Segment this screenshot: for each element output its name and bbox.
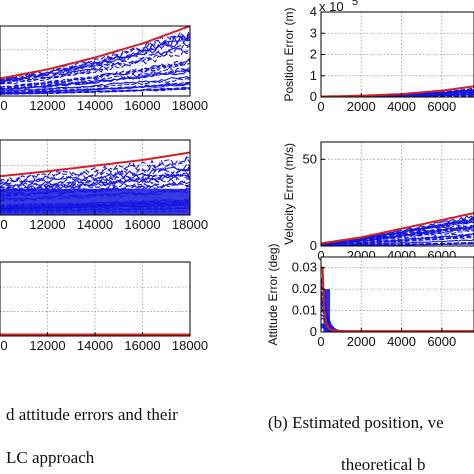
x-tick-label: 0 [317,99,324,114]
estimate-trace [0,62,191,88]
x-tick-label: 4000 [387,99,416,114]
estimate-trace [0,172,191,192]
x-tick-label: 14000 [77,217,113,232]
y-tick-label: 2 [310,47,317,62]
x-tick-label: 2000 [347,99,376,114]
x-tick-label: 16000 [124,338,160,353]
y-axis-label: Attitude Error (deg) [266,243,280,345]
axes-frame [320,256,474,333]
y-tick-label: 4 [310,4,317,19]
estimate-trace [0,82,191,94]
theoretical-bound-line [320,85,474,98]
x-tick-label: 18000 [172,338,208,353]
estimate-trace [0,156,191,185]
estimate-dense-band [0,188,190,215]
chart-panel-left-middle: 12000 14000 16000 18000 0 [0,139,208,232]
y-tick-label: 0 [310,324,317,339]
x-tick-label: 6000 [427,334,456,349]
estimate-trace [0,41,191,84]
x-tick-label: 18000 [172,217,208,232]
estimate-trace [0,75,191,92]
x-tick-label: 4000 [387,334,416,349]
theoretical-bound-line [0,25,191,80]
y-axis-multiplier-exponent: 5 [352,0,358,8]
theoretical-bound-line [321,266,474,333]
estimate-dense-band [323,289,331,332]
estimate-trace [0,32,191,82]
estimate-trace [0,66,191,90]
x-tick-label: 6000 [427,99,456,114]
x-tick-label: 2000 [347,334,376,349]
y-tick-label: 3 [310,25,317,40]
estimate-trace [0,48,191,85]
chart-panel-left-bottom: 12000 14000 16000 18000 0 [0,261,208,353]
estimate-trace [0,169,191,189]
estimate-trace [321,225,474,245]
x-tick-label: 0 [317,248,324,263]
estimate-trace [0,87,191,95]
estimate-trace [320,220,474,245]
chart-panel-right-bottom: 0 2000 4000 6000 0 0.01 0.02 0.03 Attitude Error… [266,243,474,349]
chart-panel-left-top: 12000 14000 16000 18000 0 [0,25,208,113]
estimate-trace [0,35,191,82]
y-axis-label: Position Error (m) [282,7,296,101]
x-tick-label: 18000 [172,98,208,113]
estimate-trace [0,58,191,89]
right-caption-line-1: (b) Estimated position, ve [268,413,444,432]
x-tick-label: 14000 [77,338,113,353]
left-caption-line-2: LC approach [6,448,95,467]
x-tick-label-partial: 0 [0,217,7,232]
left-caption-line-1: d attitude errors and their [6,405,178,424]
estimate-trace [320,242,474,247]
y-tick-label: 0 [310,89,317,104]
y-tick-label: 50 [303,151,317,166]
x-tick-label-partial: 0 [0,338,7,353]
x-tick-label: 12000 [29,217,65,232]
x-tick-label: 14000 [77,98,113,113]
estimate-trace [320,233,474,246]
theoretical-bound-line [320,212,474,245]
x-tick-label: 12000 [29,98,65,113]
y-axis-multiplier: x 10 [319,0,344,14]
y-tick-label: 0.03 [292,260,317,275]
x-tick-label: 12000 [29,338,65,353]
estimate-trace [0,44,191,84]
plot-area [0,262,190,336]
estimate-trace [0,46,191,85]
plot-area [321,257,474,332]
y-tick-label: 1 [310,68,317,83]
axes-frame [320,141,474,247]
estimate-trace [0,173,191,193]
y-tick-label: 0.02 [292,281,317,296]
theoretical-bound-line [0,151,191,178]
estimate-trace [0,77,191,93]
x-tick-label: 16000 [124,98,160,113]
y-axis-label: Velocity Error (m/s) [282,143,296,245]
y-tick-label: 0 [310,238,317,253]
right-caption-line-2: theoretical b [341,455,426,474]
estimate-trace [0,69,191,91]
x-tick-label: 16000 [124,217,160,232]
x-tick-label: 0 [317,334,324,349]
estimate-trace [0,156,191,184]
estimate-trace [0,167,191,190]
x-tick-label-partial: 0 [0,98,7,113]
chart-panel-right-top: 0 2000 4000 6000 0 1 2 3 4 Position Error (m) x 10… [282,0,474,114]
estimate-trace [0,81,191,94]
y-tick-label: 0.01 [292,303,317,318]
